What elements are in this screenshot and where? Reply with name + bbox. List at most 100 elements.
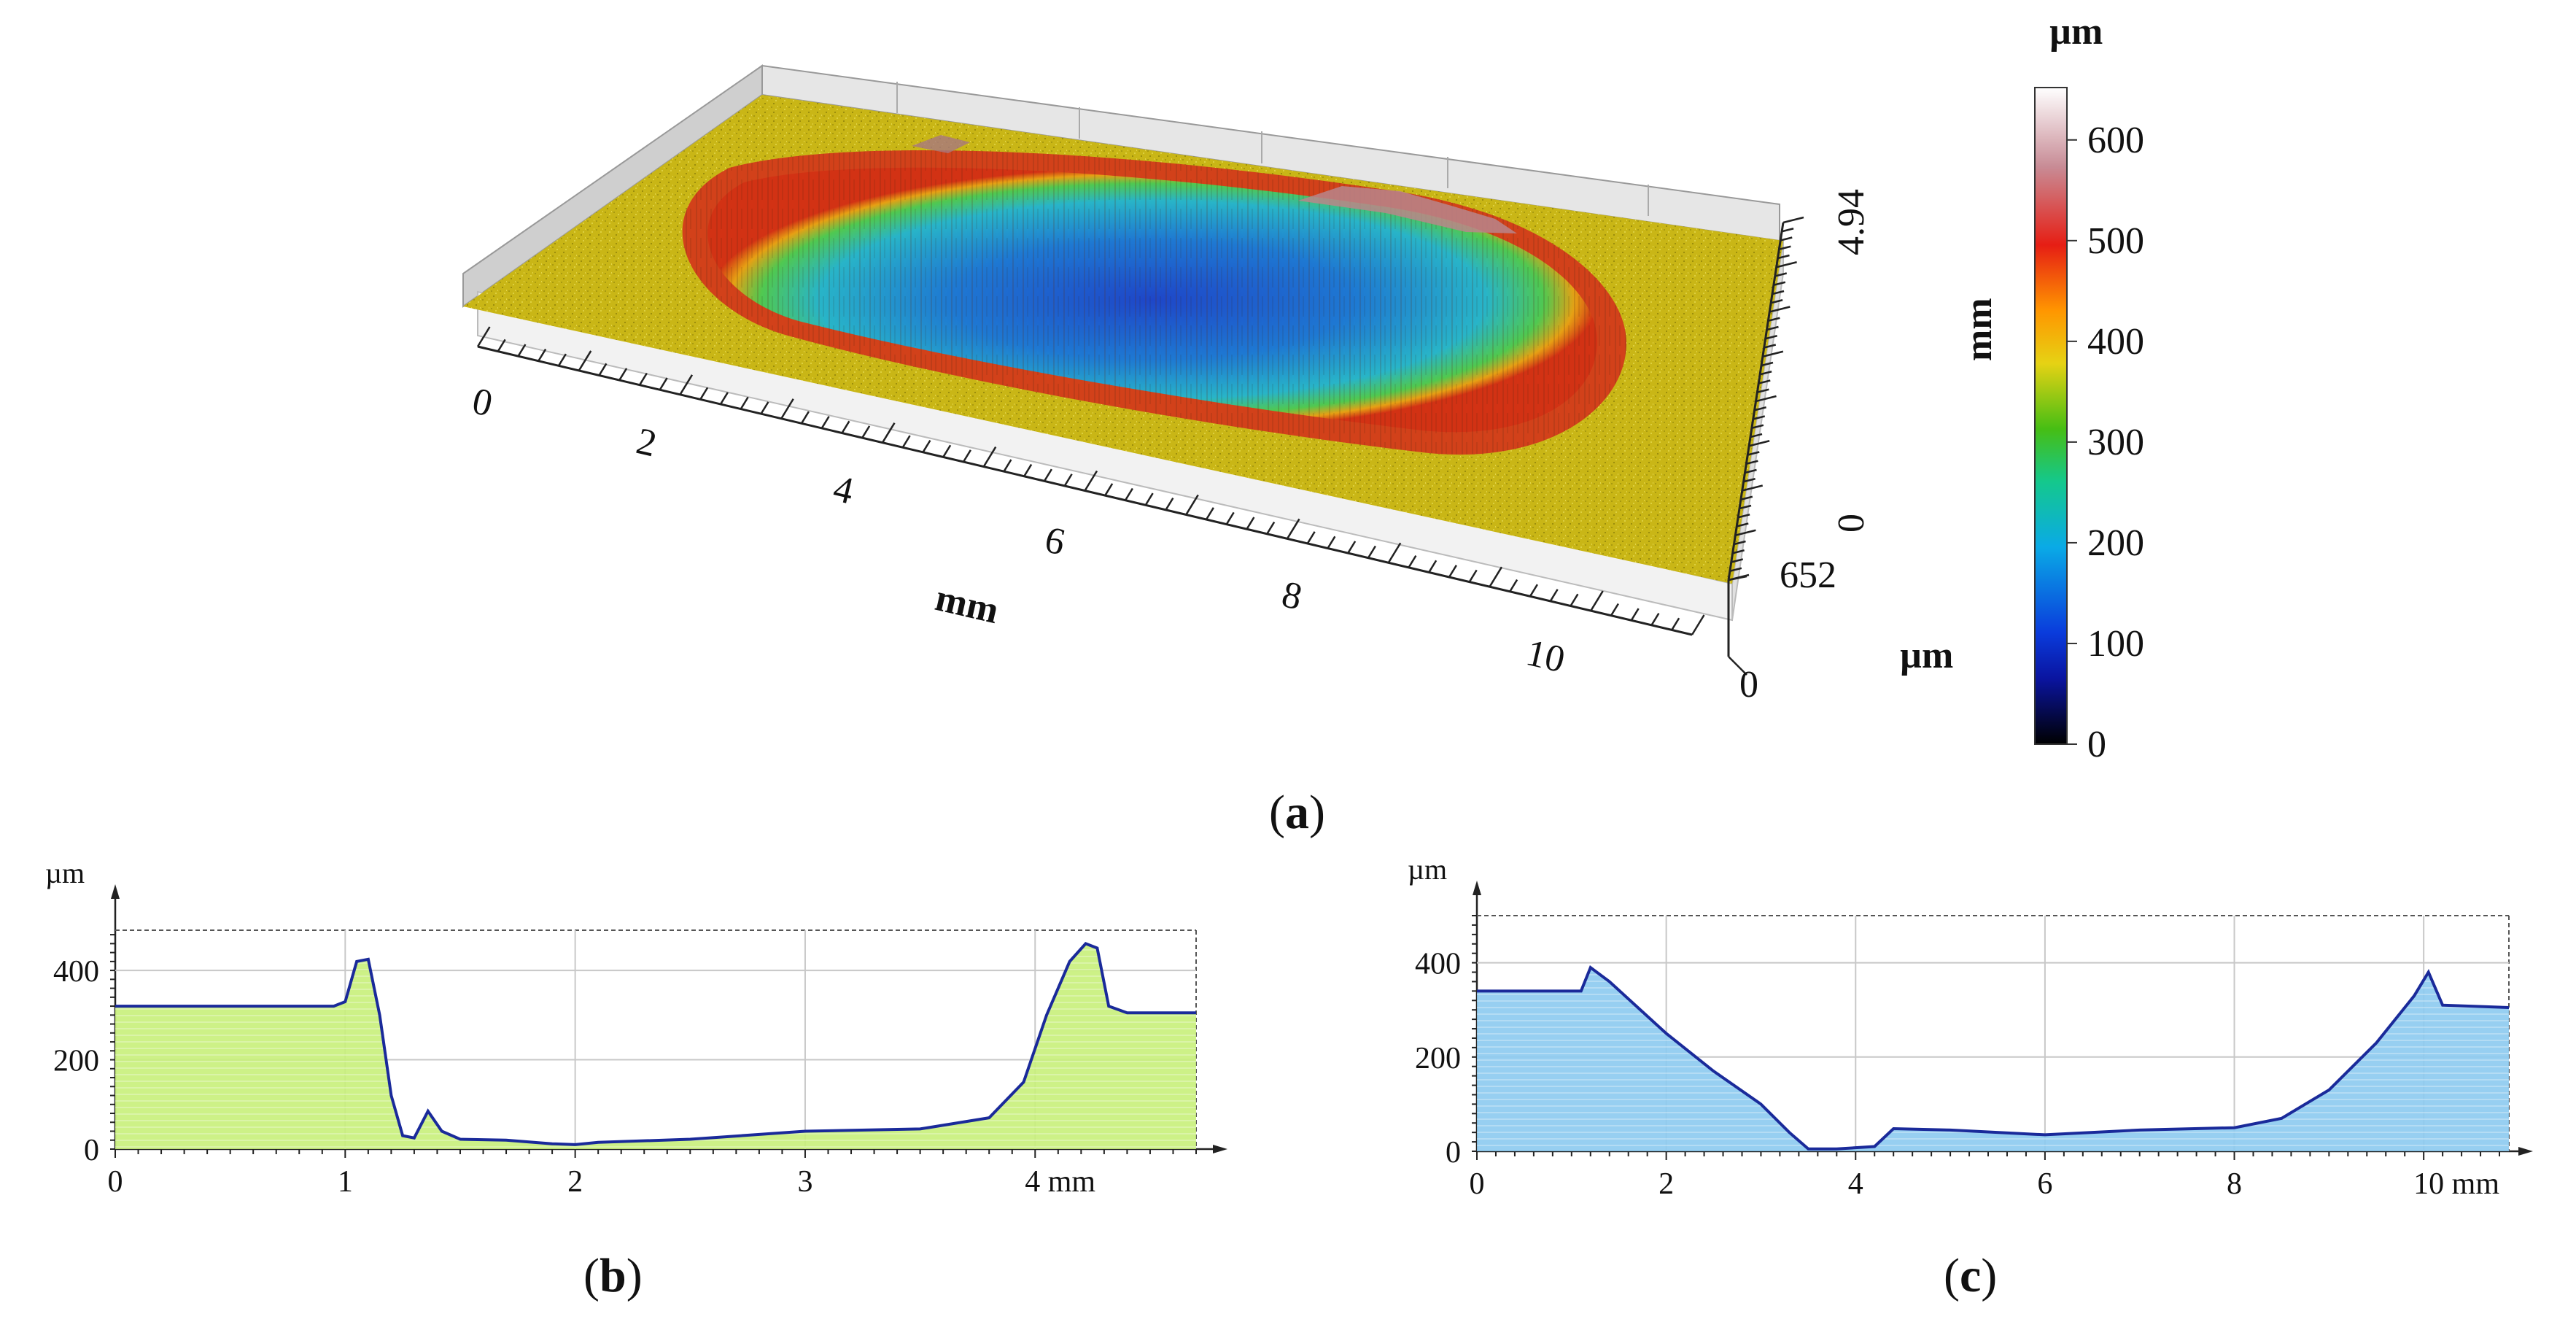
x-tick-mark	[1205, 507, 1214, 520]
z-axis-tick	[1728, 656, 1747, 676]
x-tick-mark	[1691, 614, 1705, 635]
x-tick-mark	[962, 449, 971, 463]
x-tick-mark	[1023, 463, 1033, 477]
x-tick-mark	[538, 348, 547, 362]
y-axis-ticks	[1728, 216, 1804, 581]
panel-b: µm 0 1 2 3 4 mm 0 200 400 (b)	[45, 857, 1227, 1302]
x-tick-mark	[578, 350, 592, 371]
x-tick-mark	[1104, 483, 1114, 496]
x-tick-mark	[557, 353, 567, 366]
x-tick-mark	[679, 374, 694, 395]
y-tick-label: 0	[84, 1134, 99, 1167]
y-arrow-c	[1473, 881, 1481, 895]
colorbar-tick-label: 100	[2087, 623, 2144, 665]
x-tick-mark	[942, 444, 952, 458]
x-tick-mark	[760, 401, 769, 414]
y-tick-mark	[1761, 361, 1774, 367]
y-tick-mark	[1751, 424, 1764, 429]
y-tick-mark	[1742, 484, 1764, 492]
x-tick-mark	[1408, 554, 1417, 568]
y-unit-b: µm	[45, 857, 85, 889]
colorbar-tick-label: 200	[2087, 522, 2144, 564]
x-tick-label: 8	[2227, 1167, 2242, 1201]
x-tick-label: 3	[797, 1165, 812, 1199]
x-tick-mark	[1529, 584, 1538, 597]
y-tick-label: 400	[1415, 948, 1461, 981]
x-tick-label: 0	[108, 1165, 123, 1199]
ticks-b: 0 1 2 3 4 mm 0 200 400	[53, 934, 1197, 1199]
x-tick-mark	[1246, 517, 1255, 530]
y-tick-label-top: 4.94	[1831, 189, 1872, 255]
x-tick-label: 2	[1659, 1167, 1674, 1201]
caption-a: (a)	[1269, 786, 1325, 839]
x-tick-mark	[861, 425, 871, 438]
y-tick-mark	[1779, 245, 1791, 250]
x-tick-mark	[638, 372, 648, 386]
x-arrow-b	[1213, 1145, 1227, 1153]
y-unit-c: µm	[1408, 853, 1447, 886]
y-tick-mark	[1756, 395, 1777, 403]
x-tick-label: 2	[567, 1165, 583, 1199]
x-tick-mark	[1347, 541, 1357, 554]
y-tick-mark	[1729, 567, 1742, 572]
y-tick-mark	[1772, 290, 1785, 295]
x-tick-label: 4	[829, 468, 857, 512]
x-tick-mark	[1124, 487, 1133, 501]
y-tick-label: 400	[53, 955, 99, 989]
x-tick-mark	[1630, 608, 1640, 621]
x-tick-mark	[598, 363, 608, 376]
colorbar-tick-label: 500	[2087, 220, 2144, 262]
y-tick-mark	[1764, 344, 1777, 349]
x-tick-label: 10	[1522, 632, 1568, 681]
x-tick-mark	[1650, 612, 1660, 626]
x-tick-mark	[476, 326, 491, 347]
x-tick-mark	[1003, 459, 1012, 472]
y-tick-mark	[1762, 350, 1784, 357]
x-tick-mark	[1549, 589, 1559, 602]
x-tick-mark	[982, 446, 997, 468]
profile-line-b	[115, 942, 1196, 1146]
colorbar-unit: µm	[2049, 11, 2103, 53]
x-tick-mark	[1428, 560, 1438, 573]
x-tick-mark	[780, 398, 794, 420]
y-tick-mark	[1734, 540, 1746, 546]
ticks-c: 0 2 4 6 8 10 mm 0 200 400	[1415, 915, 2501, 1201]
y-tick-mark	[1768, 317, 1780, 322]
x-tick-mark	[1185, 494, 1199, 516]
y-tick-label-bottom: 0	[1831, 514, 1872, 533]
rim-debris-2	[912, 135, 970, 153]
z-tick-label-bottom: 0	[1739, 664, 1758, 706]
panel-c: µm 0 2 4 6 8 10 mm 0 200 400 (c)	[1408, 853, 2533, 1302]
colorbar	[2034, 87, 2068, 745]
y-tick-mark	[1740, 495, 1753, 500]
x-tick-mark	[1286, 518, 1300, 539]
y-tick-mark	[1770, 299, 1783, 304]
x-tick-mark	[1063, 473, 1073, 487]
y-tick-mark	[1776, 261, 1797, 268]
colorbar-tick-label: 300	[2087, 422, 2144, 463]
y-tick-mark	[1736, 522, 1749, 527]
x-tick-mark	[1448, 565, 1457, 578]
x-tick-label: 0	[1470, 1167, 1485, 1201]
y-tick-mark	[1750, 433, 1763, 438]
y-tick-mark	[1747, 451, 1760, 456]
x-axis-label: mm	[931, 577, 1002, 632]
x-tick-mark	[1387, 542, 1402, 563]
x-tick-mark	[740, 396, 749, 410]
x-tick-mark	[1225, 511, 1235, 525]
x-tick-mark	[1043, 468, 1052, 482]
area-fill-b	[115, 943, 1196, 1149]
x-tick-mark	[1468, 569, 1478, 583]
x-tick-mark	[841, 420, 850, 434]
z-tick-label-top: 652	[1780, 554, 1836, 596]
x-tick-mark	[517, 344, 527, 357]
x-tick-mark	[699, 387, 709, 401]
x-tick-mark	[1610, 603, 1619, 616]
y-tick-mark	[1748, 440, 1770, 447]
x-arrow-c	[2518, 1147, 2533, 1156]
x-tick-label: 4 mm	[1025, 1165, 1095, 1199]
x-tick-mark	[881, 422, 896, 444]
colorbar-tick-label: 400	[2087, 321, 2144, 363]
x-tick-mark	[659, 377, 668, 390]
